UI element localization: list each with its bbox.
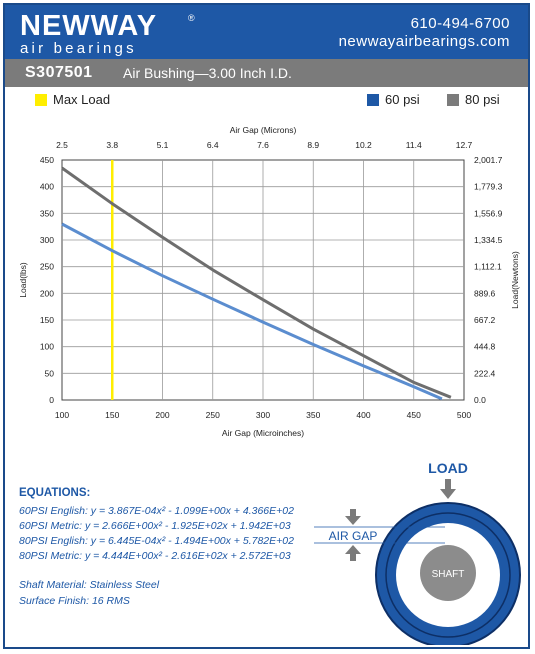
- equation-line: 80PSI English: y = 6.445E-04x² - 1.494E+…: [19, 535, 294, 547]
- website-link[interactable]: newwayairbearings.com: [338, 33, 510, 50]
- legend-label-max-load: Max Load: [53, 92, 111, 107]
- series-line: [61, 222, 443, 401]
- x2-tick-label: 10.2: [355, 140, 372, 150]
- x2-tick-label: 2.5: [56, 140, 68, 150]
- x2-tick-label: 8.9: [307, 140, 319, 150]
- gap-arrow-up-icon: [345, 545, 361, 561]
- 60psi-swatch: [367, 93, 379, 106]
- x-tick-label: 450: [407, 410, 421, 420]
- y-tick-label: 450: [40, 155, 54, 165]
- y-tick-label: 150: [40, 315, 54, 325]
- x2-tick-label: 5.1: [157, 140, 169, 150]
- y2-tick-label: 222.4: [474, 368, 496, 378]
- surface-finish: Surface Finish: 16 RMS: [19, 595, 130, 607]
- product-description: Air Bushing—3.00 Inch I.D.: [123, 65, 292, 81]
- bushing-diagram: LOAD SHAFT AIR GAP: [314, 460, 521, 645]
- max-load-swatch: [35, 93, 47, 106]
- equations-block: EQUATIONS: 60PSI English: y = 3.867E-04x…: [19, 487, 294, 564]
- y-tick-label: 100: [40, 342, 54, 352]
- y2-tick-label: 1,556.9: [474, 208, 503, 218]
- bushing-inner-groove: [385, 512, 511, 638]
- legend-item-max-load: Max Load: [35, 92, 110, 107]
- x-tick-label: 250: [206, 410, 220, 420]
- legend-label-60psi: 60 psi: [385, 92, 420, 107]
- newway-logo: NEWWAY air bearings ®: [20, 10, 195, 57]
- y2-tick-label: 0.0: [474, 395, 486, 405]
- y2-tick-label: 1,779.3: [474, 182, 503, 192]
- y2-tick-label: 667.2: [474, 315, 496, 325]
- contact-block: 610-494-6700 newwayairbearings.com: [339, 15, 510, 51]
- shaft-material: Shaft Material: Stainless Steel: [19, 579, 160, 591]
- y-tick-label: 50: [45, 368, 55, 378]
- load-arrow-icon: [440, 479, 456, 499]
- legend-label-80psi: 80 psi: [465, 92, 500, 107]
- x2-tick-label: 12.7: [456, 140, 473, 150]
- x2-tick-label: 11.4: [406, 140, 422, 150]
- gap-arrow-down-icon: [345, 509, 361, 525]
- equation-line: 60PSI Metric: y = 2.666E+00x² - 1.925E+0…: [19, 520, 291, 532]
- x-tick-label: 100: [55, 410, 69, 420]
- header-bar: NEWWAY air bearings ® 610-494-6700 newwa…: [5, 5, 528, 59]
- x-tick-label: 200: [155, 410, 169, 420]
- equation-line: 60PSI English: y = 3.867E-04x² - 1.099E+…: [19, 505, 294, 517]
- y-tick-label: 300: [40, 235, 54, 245]
- x2-tick-label: 3.8: [106, 140, 118, 150]
- y-axis-label: Load(lbs): [18, 262, 28, 298]
- x-tick-label: 150: [105, 410, 119, 420]
- y-tick-label: 200: [40, 288, 54, 298]
- x-tick-label: 400: [356, 410, 370, 420]
- y-tick-label: 250: [40, 262, 54, 272]
- registered-mark: ®: [188, 13, 195, 23]
- x-tick-label: 500: [457, 410, 471, 420]
- y2-tick-label: 1,334.5: [474, 235, 503, 245]
- specs-block: Shaft Material: Stainless Steel Surface …: [19, 577, 159, 609]
- y-tick-label: 350: [40, 208, 54, 218]
- x-axis-label: Air Gap (Microinches): [222, 428, 304, 438]
- part-number: S307501: [25, 64, 93, 81]
- shaft-label: SHAFT: [432, 569, 465, 580]
- logo-word: NEWWAY: [20, 10, 158, 42]
- x2-axis-label: Air Gap (Microns): [230, 125, 297, 135]
- air-gap-label: AIR GAP: [329, 529, 378, 543]
- y2-tick-label: 2,001.7: [474, 155, 503, 165]
- legend: Max Load 60 psi 80 psi: [5, 90, 528, 110]
- x2-tick-label: 7.6: [257, 140, 269, 150]
- y-tick-label: 0: [49, 395, 54, 405]
- title-bar: S307501 Air Bushing—3.00 Inch I.D.: [5, 59, 528, 87]
- y2-tick-label: 1,112.1: [474, 262, 502, 272]
- x-tick-label: 350: [306, 410, 320, 420]
- y2-tick-label: 889.6: [474, 288, 496, 298]
- logo-subtitle: air bearings: [20, 40, 137, 57]
- shaft: [420, 545, 476, 601]
- legend-item-60psi: 60 psi: [367, 92, 420, 107]
- series-line: [61, 166, 452, 399]
- phone-number: 610-494-6700: [410, 15, 510, 32]
- legend-item-80psi: 80 psi: [447, 92, 500, 107]
- load-label: LOAD: [428, 460, 468, 476]
- y2-tick-label: 444.8: [474, 342, 496, 352]
- 80psi-swatch: [447, 93, 459, 106]
- page-frame: [3, 3, 530, 649]
- y2-axis-label: Load(Newtons): [510, 251, 520, 309]
- x-tick-label: 300: [256, 410, 270, 420]
- equations-title: EQUATIONS:: [19, 487, 91, 499]
- x2-tick-label: 6.4: [207, 140, 219, 150]
- y-tick-label: 400: [40, 182, 54, 192]
- equation-line: 80PSI Metric: y = 4.444E+00x² - 2.616E+0…: [19, 550, 291, 562]
